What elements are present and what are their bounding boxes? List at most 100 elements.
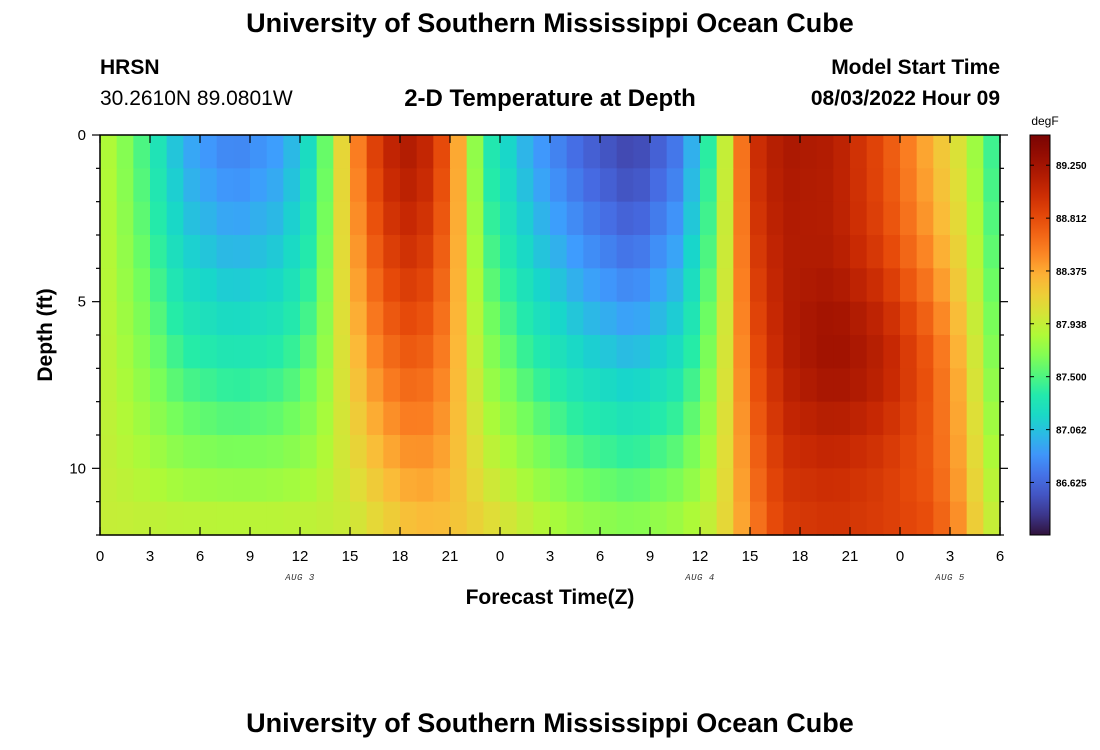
heatmap-cell bbox=[366, 435, 384, 469]
heatmap-cell bbox=[633, 168, 651, 203]
heatmap-cell bbox=[150, 368, 168, 403]
heatmap-cell bbox=[250, 435, 268, 469]
heatmap-cell bbox=[550, 168, 568, 203]
heatmap-cell bbox=[850, 301, 868, 336]
heatmap-cell bbox=[300, 335, 318, 369]
heatmap-cell bbox=[183, 135, 201, 169]
heatmap-cell bbox=[966, 435, 984, 469]
heatmap-cell bbox=[716, 301, 734, 336]
heatmap-cell bbox=[816, 268, 834, 303]
heatmap-cell bbox=[933, 468, 951, 503]
colorbar-tick-label: 88.812 bbox=[1056, 214, 1087, 225]
heatmap-cell bbox=[166, 135, 184, 169]
heatmap-cell bbox=[216, 268, 234, 303]
heatmap-cell bbox=[350, 268, 368, 303]
heatmap-cell bbox=[983, 201, 1001, 236]
heatmap-cell bbox=[483, 135, 501, 169]
heatmap-cell bbox=[566, 168, 584, 203]
heatmap-cell bbox=[516, 235, 534, 269]
heatmap-cell bbox=[150, 235, 168, 269]
heatmap-cell bbox=[983, 235, 1001, 269]
heatmap-cell bbox=[650, 368, 668, 403]
heatmap-cell bbox=[916, 335, 934, 369]
heatmap-cell bbox=[400, 468, 418, 503]
colorbar-tick-label: 88.375 bbox=[1056, 267, 1087, 278]
heatmap-cell bbox=[216, 468, 234, 503]
heatmap-cell bbox=[250, 501, 268, 536]
heatmap-cell bbox=[250, 168, 268, 203]
heatmap-cell bbox=[616, 501, 634, 536]
heatmap-cell bbox=[966, 301, 984, 336]
heatmap-cell bbox=[166, 401, 184, 436]
heatmap-cell bbox=[733, 268, 751, 303]
model-start-time: 08/03/2022 Hour 09 bbox=[810, 87, 1000, 110]
heatmap-cell bbox=[116, 501, 134, 536]
x-tick-label: 21 bbox=[842, 548, 859, 565]
heatmap-cell bbox=[600, 135, 618, 169]
heatmap-cell bbox=[300, 468, 318, 503]
heatmap-cell bbox=[800, 135, 818, 169]
heatmap-cell bbox=[466, 268, 484, 303]
heatmap-cell bbox=[416, 435, 434, 469]
heatmap-cell bbox=[600, 368, 618, 403]
x-tick-label: 3 bbox=[546, 548, 554, 565]
heatmap-cell bbox=[633, 468, 651, 503]
heatmap-cell bbox=[433, 235, 451, 269]
heatmap-cell bbox=[766, 435, 784, 469]
heatmap-cell bbox=[600, 468, 618, 503]
heatmap-cell bbox=[600, 435, 618, 469]
heatmap-cell bbox=[616, 135, 634, 169]
heatmap-cell bbox=[716, 268, 734, 303]
heatmap-cell bbox=[650, 268, 668, 303]
date-labels: AUG 3 AUG 4 AUG 5 bbox=[284, 573, 964, 583]
y-tick-label: 0 bbox=[78, 127, 86, 144]
colorbar-tick-label: 89.250 bbox=[1056, 161, 1087, 172]
heatmap-cell bbox=[716, 401, 734, 436]
heatmap-cell bbox=[450, 135, 468, 169]
heatmap-cell bbox=[283, 468, 301, 503]
heatmap-cell bbox=[116, 168, 134, 203]
heatmap-cell bbox=[850, 201, 868, 236]
heatmap-cell bbox=[666, 201, 684, 236]
heatmap-cell bbox=[366, 201, 384, 236]
heatmap-cell bbox=[350, 401, 368, 436]
heatmap-cell bbox=[500, 401, 518, 436]
heatmap-cell bbox=[133, 201, 151, 236]
heatmap-cell bbox=[700, 135, 718, 169]
heatmap-cell bbox=[750, 235, 768, 269]
heatmap-cell bbox=[866, 335, 884, 369]
heatmap-cell bbox=[683, 335, 701, 369]
heatmap-cell bbox=[150, 301, 168, 336]
heatmap-cell bbox=[250, 135, 268, 169]
heatmap-cell bbox=[333, 335, 351, 369]
heatmap-cell bbox=[700, 468, 718, 503]
heatmap-cell bbox=[516, 168, 534, 203]
heatmap-cell bbox=[216, 135, 234, 169]
heatmap-cell bbox=[516, 435, 534, 469]
heatmap-cells bbox=[100, 135, 1001, 536]
heatmap-cell bbox=[866, 268, 884, 303]
heatmap-cell bbox=[333, 301, 351, 336]
colorbar-tick-label: 87.938 bbox=[1056, 320, 1087, 331]
heatmap-cell bbox=[650, 135, 668, 169]
heatmap-cell bbox=[483, 435, 501, 469]
heatmap-cell bbox=[616, 435, 634, 469]
heatmap-cell bbox=[633, 235, 651, 269]
heatmap-cell bbox=[766, 401, 784, 436]
heatmap-cell bbox=[150, 501, 168, 536]
heatmap-cell bbox=[633, 335, 651, 369]
heatmap-cell bbox=[133, 368, 151, 403]
heatmap-cell bbox=[350, 235, 368, 269]
heatmap-cell bbox=[683, 235, 701, 269]
heatmap-cell bbox=[766, 168, 784, 203]
heatmap-cell bbox=[650, 501, 668, 536]
heatmap-cell bbox=[916, 401, 934, 436]
heatmap-cell bbox=[733, 235, 751, 269]
heatmap-cell bbox=[433, 201, 451, 236]
heatmap-cell bbox=[650, 168, 668, 203]
heatmap-cell bbox=[483, 235, 501, 269]
heatmap-cell bbox=[400, 168, 418, 203]
x-tick-label: 18 bbox=[792, 548, 809, 565]
heatmap-cell bbox=[450, 401, 468, 436]
heatmap-cell bbox=[466, 201, 484, 236]
